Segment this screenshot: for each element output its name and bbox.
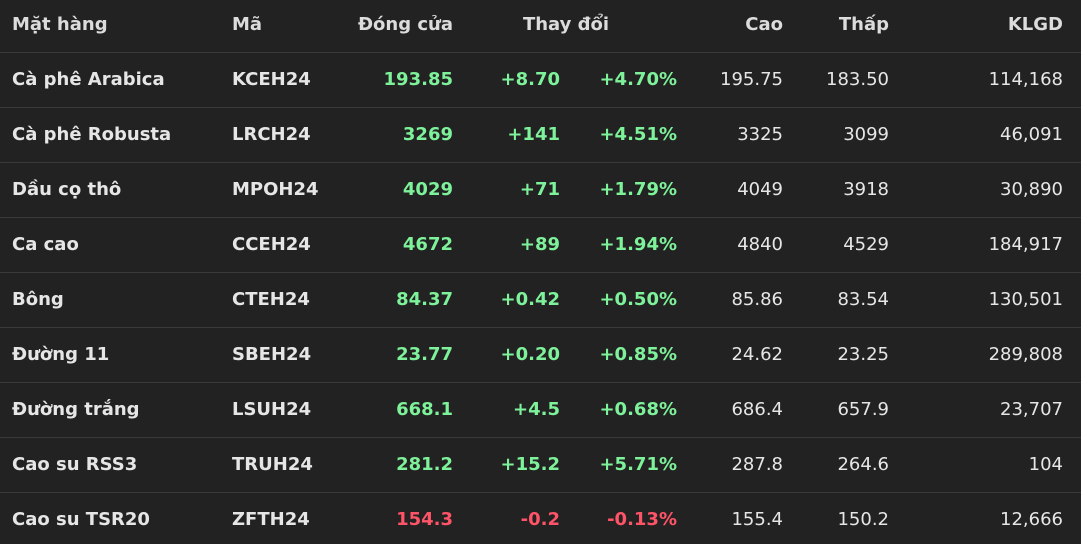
low: 657.9: [837, 399, 889, 420]
commodity-name: Bông: [12, 289, 64, 310]
low: 23.25: [837, 344, 889, 365]
close-price: 193.85: [383, 69, 453, 90]
ticker: LRCH24: [232, 124, 311, 145]
ticker: CTEH24: [232, 289, 310, 310]
close-price: 4672: [402, 234, 453, 255]
low: 264.6: [837, 454, 889, 475]
row-separator: [0, 52, 1081, 53]
high: 4840: [737, 234, 783, 255]
volume: 184,917: [988, 234, 1063, 255]
high: 85.86: [731, 289, 783, 310]
high: 155.4: [731, 509, 783, 530]
commodity-name: Cao su TSR20: [12, 509, 150, 530]
row-separator: [0, 492, 1081, 493]
change: +0.42: [500, 289, 561, 310]
volume: 289,808: [988, 344, 1063, 365]
change: +8.70: [500, 69, 561, 90]
change-percent: +0.50%: [599, 289, 677, 310]
volume: 30,890: [1000, 179, 1063, 200]
high: 24.62: [731, 344, 783, 365]
ticker: MPOH24: [232, 179, 319, 200]
volume: 23,707: [1000, 399, 1063, 420]
volume: 104: [1028, 454, 1063, 475]
high: 686.4: [731, 399, 783, 420]
commodity-name: Đường 11: [12, 344, 110, 365]
high: 195.75: [720, 69, 783, 90]
change-percent: +4.51%: [599, 124, 677, 145]
row-separator: [0, 272, 1081, 273]
commodity-name: Dầu cọ thô: [12, 179, 122, 200]
ticker: TRUH24: [232, 454, 313, 475]
column-header: Thay đổi: [522, 14, 610, 35]
ticker: SBEH24: [232, 344, 312, 365]
commodity-name: Đường trắng: [12, 399, 140, 420]
change-percent: +0.85%: [599, 344, 677, 365]
change: +71: [519, 179, 560, 200]
change-percent: +4.70%: [599, 69, 677, 90]
commodity-name: Cà phê Robusta: [12, 124, 172, 145]
low: 3099: [843, 124, 889, 145]
commodity-name: Cà phê Arabica: [12, 69, 165, 90]
change: +0.20: [500, 344, 561, 365]
change: -0.2: [520, 509, 560, 530]
low: 4529: [843, 234, 889, 255]
change: +141: [507, 124, 560, 145]
row-separator: [0, 327, 1081, 328]
close-price: 84.37: [396, 289, 453, 310]
close-price: 154.3: [396, 509, 453, 530]
volume: 114,168: [988, 69, 1063, 90]
close-price: 668.1: [396, 399, 453, 420]
row-separator: [0, 217, 1081, 218]
close-price: 4029: [402, 179, 453, 200]
high: 4049: [737, 179, 783, 200]
column-header: KLGD: [1007, 14, 1063, 35]
low: 83.54: [837, 289, 889, 310]
column-header: Mã: [232, 14, 263, 35]
change-percent: +1.94%: [599, 234, 677, 255]
row-separator: [0, 162, 1081, 163]
low: 150.2: [837, 509, 889, 530]
volume: 130,501: [988, 289, 1063, 310]
change: +15.2: [500, 454, 561, 475]
change-percent: +1.79%: [599, 179, 677, 200]
column-header: Mặt hàng: [12, 14, 108, 35]
row-separator: [0, 107, 1081, 108]
commodity-name: Cao su RSS3: [12, 454, 138, 475]
row-separator: [0, 382, 1081, 383]
column-header: Đóng cửa: [357, 14, 453, 35]
high: 287.8: [731, 454, 783, 475]
close-price: 23.77: [396, 344, 453, 365]
column-header: Cao: [745, 14, 783, 35]
change: +4.5: [513, 399, 560, 420]
volume: 46,091: [1000, 124, 1063, 145]
low: 183.50: [826, 69, 889, 90]
change-percent: -0.13%: [607, 509, 677, 530]
row-separator: [0, 437, 1081, 438]
volume: 12,666: [1000, 509, 1063, 530]
change: +89: [519, 234, 560, 255]
ticker: LSUH24: [232, 399, 312, 420]
ticker: KCEH24: [232, 69, 311, 90]
high: 3325: [737, 124, 783, 145]
ticker: ZFTH24: [232, 509, 310, 530]
change-percent: +0.68%: [599, 399, 677, 420]
close-price: 3269: [402, 124, 453, 145]
change-percent: +5.71%: [599, 454, 677, 475]
low: 3918: [843, 179, 889, 200]
commodity-name: Ca cao: [12, 234, 79, 255]
column-header: Thấp: [838, 14, 889, 35]
ticker: CCEH24: [232, 234, 311, 255]
close-price: 281.2: [396, 454, 453, 475]
